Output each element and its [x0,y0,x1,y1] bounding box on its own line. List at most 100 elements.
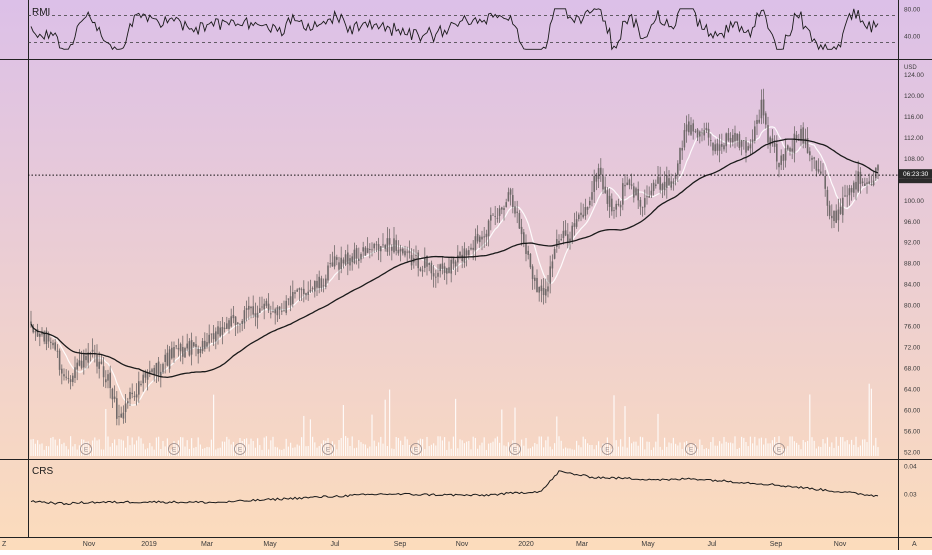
candle-body [245,308,248,310]
volume-bar [226,436,228,456]
candle-body [714,144,716,152]
candle-body [727,133,730,141]
timezone-corner-label[interactable]: Z [2,541,7,548]
candle-body [131,392,133,395]
volume-bar [246,438,248,456]
candle-body [613,210,615,212]
candle-body [307,291,309,295]
volume-bar [408,444,410,456]
earnings-marker[interactable] [322,443,334,455]
candle-body [360,253,362,260]
earnings-marker-label: E [238,447,243,454]
candle-body [83,353,85,368]
earnings-marker[interactable] [410,443,422,455]
volume-bar [85,441,87,456]
volume-bar [738,447,740,456]
candle-body [294,292,296,294]
candle-body [320,278,323,289]
volume-bar [166,438,168,456]
volume-bar [835,436,837,456]
volume-bar [186,440,188,456]
earnings-marker[interactable] [80,443,92,455]
earnings-marker[interactable] [601,443,614,455]
candle-body [47,333,50,342]
candle-body [461,254,463,262]
volume-bar [331,441,333,456]
volume-bar [309,419,311,456]
volume-bar [470,449,472,456]
candle-body [597,168,600,179]
earnings-marker-label: E [777,447,782,454]
volume-bar [400,440,402,456]
earnings-marker[interactable] [773,443,785,455]
volume-bar [158,436,160,456]
candle-body [250,306,252,309]
crs-line[interactable] [30,470,879,506]
candle-body [602,175,604,190]
volume-bar [457,448,459,456]
volume-bar [741,436,743,456]
volume-bar [727,442,729,456]
candle-body [578,214,580,220]
candle-body [553,249,556,259]
volume-bar [609,445,611,456]
volume-bar [793,441,795,456]
candle-body [648,195,650,198]
earnings-marker[interactable] [168,443,180,455]
volume-bar [439,436,441,456]
volume-bar [637,445,639,456]
candle-body [223,327,226,329]
earnings-marker[interactable] [685,443,697,455]
current-price-badge[interactable] [899,178,932,184]
candle-body [316,280,318,288]
volume-bar [290,442,292,456]
time-axis-label: Nov [83,541,96,548]
volume-bar [362,443,364,456]
candle-body [586,206,589,210]
candle-body [657,176,659,184]
candle-body [406,251,408,253]
price-tick-label: 96.00 [904,219,921,226]
volume-bar [263,437,265,456]
candle-body [164,354,166,362]
candle-body [696,129,699,138]
earnings-marker[interactable] [509,443,521,455]
volume-bar [430,444,432,456]
time-axis-label: Jul [331,541,340,548]
volume-bar [681,448,683,456]
rmi-plot[interactable] [28,8,898,51]
candle-body [589,200,591,206]
volume-bar [490,442,492,456]
volume-bar [483,437,485,456]
candle-body [430,262,433,274]
volume-bar [30,439,32,456]
volume-bar [606,437,608,456]
volume-bar [820,446,822,456]
long-moving-average-line[interactable] [30,138,879,379]
volume-bar [268,449,270,456]
candle-body [837,209,840,221]
crs-plot[interactable] [30,470,879,506]
earnings-marker[interactable] [234,443,246,455]
candle-body [842,197,844,216]
candle-body [259,308,261,313]
volume-bar [32,439,34,456]
volume-bar [327,438,329,456]
current-price-time-badge[interactable] [899,169,932,179]
earnings-marker-label: E [513,447,518,454]
auto-scale-toggle[interactable]: A [912,541,917,548]
volume-bar [857,447,859,456]
rmi-line[interactable] [30,8,879,51]
volume-bar [573,449,575,456]
candle-body [494,216,496,218]
volume-bar [193,447,195,456]
volume-bar [593,449,595,456]
volume-bar [164,446,166,456]
candle-body [767,125,769,143]
candle-body [479,236,481,243]
volume-bar [402,445,404,456]
